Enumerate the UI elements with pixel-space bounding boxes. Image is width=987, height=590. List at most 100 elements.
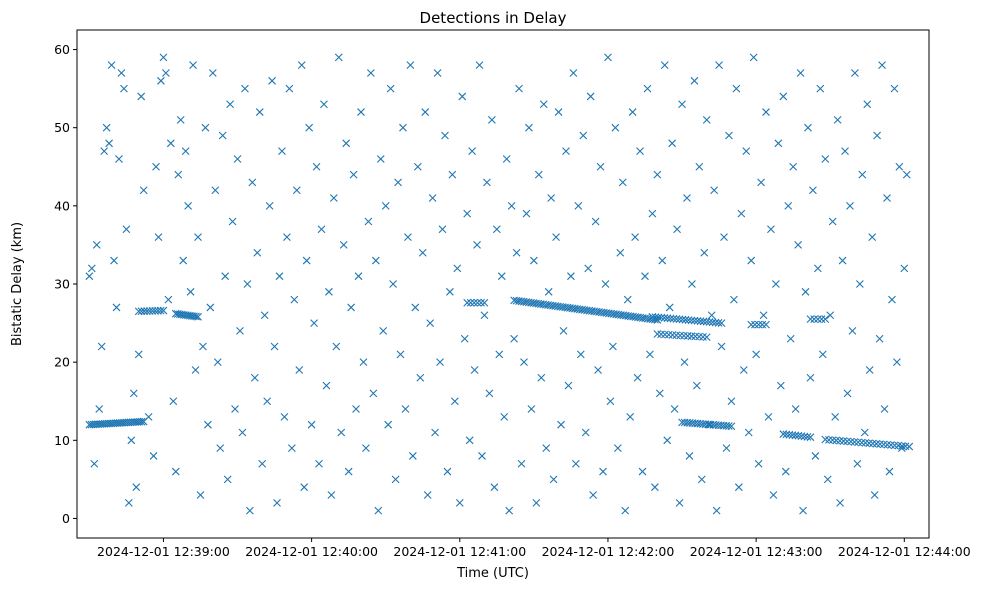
scatter-point [384,420,393,429]
scatter-point [87,264,96,273]
scatter-point [569,69,578,77]
scatter-point [448,170,457,179]
scatter-point [255,108,264,116]
scatter-point [690,76,699,85]
scatter-point [364,217,373,226]
track-l-point [817,315,826,324]
scatter-point [245,506,254,515]
scatter-point [221,272,230,281]
x-tick-label: 2024-12-01 12:41:00 [393,544,526,559]
scatter-point [290,295,299,304]
scatter-point [137,92,146,101]
scatter-point [715,61,723,70]
scatter-point [376,155,385,163]
scatter-point [737,209,746,218]
scatter-point [732,84,741,93]
track-l-point [813,315,822,324]
scatter-point [208,69,217,77]
scatter-point [613,444,622,453]
scatter-point [562,147,570,156]
track-a-point [137,417,146,426]
scatter-point [371,256,380,265]
scatter-point [231,405,239,413]
scatter-point [626,412,635,421]
scatter-point [789,162,798,171]
scatter-point [159,53,168,62]
scatter-point [302,256,311,265]
scatter-point [893,358,901,367]
scatter-point [470,366,479,374]
scatter-point [836,498,844,507]
scatter-point [685,452,694,460]
scatter-point [443,467,452,476]
scatter-point [865,366,874,374]
scatter-point [722,444,731,453]
chart-title: Detections in Delay [420,9,567,27]
scatter-point [379,327,388,335]
scatter-point [492,225,501,234]
scatter-point [774,139,783,148]
scatter-point [90,459,99,468]
scatter-point [428,194,437,202]
scatter-point [127,436,136,445]
scatter-point [601,280,610,288]
scatter-point [297,61,306,70]
scatter-point [386,84,395,93]
scatter-point [779,92,788,101]
scatter-point [344,467,353,476]
scatter-point [117,69,126,77]
track-l-point [810,315,819,324]
scatter-point [552,233,560,241]
scatter-point [381,201,390,210]
scatter-point [628,108,637,116]
track-f-point [687,316,696,325]
scatter-point [638,467,647,476]
scatter-point [248,178,257,187]
scatter-point [154,233,163,241]
scatter-point [683,194,691,202]
scatter-point [458,92,467,101]
scatter-point [660,61,669,70]
scatter-point [329,194,338,202]
scatter-point [171,467,180,476]
scatter-point [890,84,899,93]
scatter-point [717,342,726,351]
scatter-point [129,389,138,398]
scatter-point [487,115,496,124]
scatter-point [359,358,368,367]
scatter-point [502,155,511,163]
scatter-point [258,459,267,468]
scatter-point [680,358,689,367]
scatter-point [366,69,375,77]
scatter-point [115,155,123,163]
scatter-point [124,498,133,507]
track-d-point [480,298,489,307]
scatter-point [658,256,667,265]
scatter-point [216,444,225,453]
track-f-point [717,319,726,327]
scatter-point [606,397,615,406]
scatter-point [399,123,407,132]
scatter-point [742,147,751,156]
scatter-point [199,342,207,351]
scatter-point [423,491,432,499]
scatter-point [468,147,477,156]
x-tick-label: 2024-12-01 12:43:00 [690,544,823,559]
scatter-point [720,233,728,241]
scatter-point [134,350,143,359]
scatter-point [757,178,765,187]
scatter-point [105,139,113,148]
scatter-point [710,186,719,195]
scatter-point [631,233,640,241]
scatter-point [102,123,111,132]
scatter-point [730,295,738,304]
scatter-point [816,84,825,93]
scatter-point [527,405,536,413]
scatter-point [609,342,617,351]
scatter-point [727,397,736,406]
scatter-point [833,115,842,124]
scatter-point [604,53,612,62]
track-k-point [751,320,759,329]
scatter-point [483,178,491,187]
scatter-point [433,69,442,77]
